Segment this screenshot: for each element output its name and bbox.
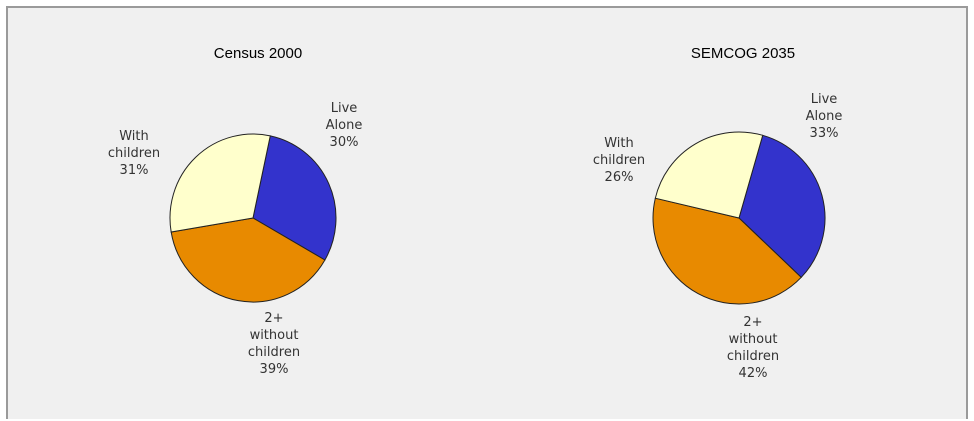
slice-label-line: children <box>727 349 779 364</box>
chart-panel: Census 2000 SEMCOG 2035 Live Alone 30% 2+ wi… <box>6 6 968 419</box>
slice-label-without-children: 2+ without children 42% <box>727 315 779 381</box>
slice-label-with-children: With children 26% <box>593 136 645 185</box>
chart-title-census-2000: Census 2000 <box>214 45 302 62</box>
slice-label-line: without <box>729 332 778 347</box>
slice-label-line: Live <box>811 92 838 107</box>
slice-label-line: 42% <box>739 366 768 381</box>
pie-charts: Census 2000 SEMCOG 2035 Live Alone 30% 2+ wi… <box>108 45 842 381</box>
pie-slice-live-alone <box>738 134 826 279</box>
slice-label-without-children: 2+ without children 39% <box>248 311 300 377</box>
slice-label-line: Live <box>331 101 358 116</box>
slice-label-line: children <box>108 146 160 161</box>
chart-title-semcog-2035: SEMCOG 2035 <box>691 45 795 62</box>
pie-slice-with-children <box>654 131 764 219</box>
slice-label-line: 30% <box>330 135 359 150</box>
pie-census-2000: Live Alone 30% 2+ without children 39% With chil… <box>108 101 362 377</box>
slice-label-line: children <box>593 153 645 168</box>
slice-label-line: Alone <box>806 109 843 124</box>
slice-label-live-alone: Live Alone 30% <box>326 101 363 150</box>
pie-semcog-2035: Live Alone 33% 2+ without children 42% With chil… <box>593 92 842 381</box>
pie-slice-without-children <box>170 217 326 303</box>
slice-label-line: Alone <box>326 118 363 133</box>
slice-label-line: 2+ <box>264 311 283 326</box>
slice-label-with-children: With children 31% <box>108 129 160 178</box>
slice-label-line: 26% <box>605 170 634 185</box>
slice-label-line: 31% <box>120 163 149 178</box>
slice-label-line: children <box>248 345 300 360</box>
slice-label-line: 39% <box>260 362 289 377</box>
slice-label-line: With <box>119 129 149 144</box>
pie-slice-live-alone <box>252 135 337 261</box>
pie-slice-without-children <box>652 197 802 305</box>
slice-label-line: without <box>250 328 299 343</box>
pie-slice-with-children <box>169 133 271 233</box>
slice-label-line: With <box>604 136 634 151</box>
slice-label-line: 33% <box>810 126 839 141</box>
slice-label-line: 2+ <box>743 315 762 330</box>
slice-label-live-alone: Live Alone 33% <box>806 92 843 141</box>
